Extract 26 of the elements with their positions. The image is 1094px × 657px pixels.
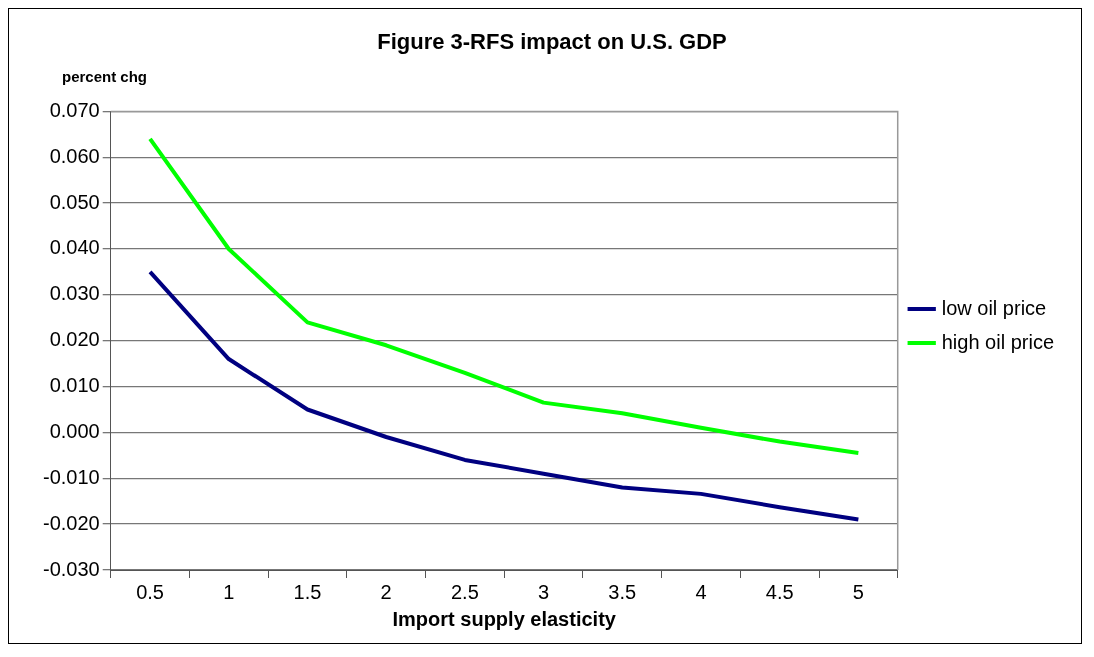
legend-label: low oil price: [941, 296, 1047, 319]
y-tick-label: 0.020: [49, 328, 100, 351]
y-tick-label: -0.030: [42, 557, 100, 580]
x-tick-label: 3.5: [608, 580, 637, 603]
x-tick-label: 5: [852, 580, 864, 603]
y-tick-label: 0.030: [49, 282, 100, 305]
y-tick-label: 0.060: [49, 144, 100, 167]
chart-title: Figure 3-RFS impact on U.S. GDP: [377, 29, 727, 55]
y-tick-label: 0.010: [49, 374, 100, 397]
x-tick-label: 3: [538, 580, 550, 603]
y-tick-label: 0.000: [49, 419, 100, 442]
x-tick-label: 2.5: [450, 580, 479, 603]
y-tick-label: -0.020: [42, 511, 100, 534]
y-tick-label: 0.040: [49, 236, 100, 259]
y-tick-label: 0.070: [49, 98, 100, 121]
x-tick-label: 4.5: [765, 580, 794, 603]
y-axis-title: percent chg: [62, 68, 148, 85]
legend-label: high oil price: [941, 330, 1055, 353]
x-tick-label: 0.5: [136, 580, 164, 603]
x-tick-label: 1: [223, 580, 235, 603]
y-tick-label: -0.010: [42, 465, 100, 488]
x-tick-label: 2: [380, 580, 392, 603]
x-tick-label: 1.5: [293, 580, 322, 603]
x-axis-title: Import supply elasticity: [392, 607, 617, 630]
y-tick-label: 0.050: [49, 190, 100, 213]
x-tick-label: 4: [695, 580, 707, 603]
